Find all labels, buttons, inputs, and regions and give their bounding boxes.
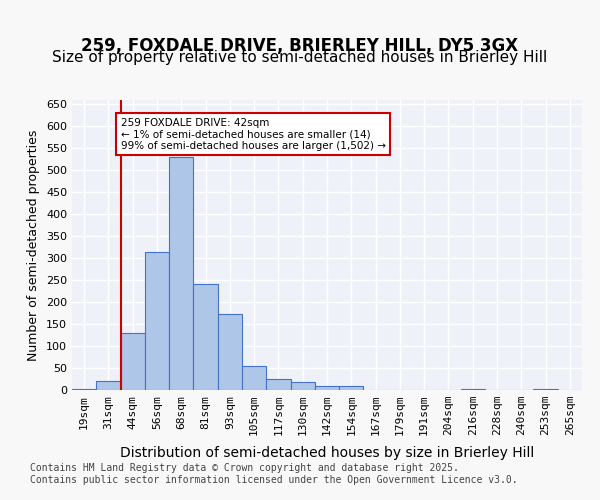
Text: Size of property relative to semi-detached houses in Brierley Hill: Size of property relative to semi-detach… — [52, 50, 548, 65]
Bar — [121, 333, 145, 390]
X-axis label: Distribution of semi-detached houses by size in Brierley Hill: Distribution of semi-detached houses by … — [120, 446, 534, 460]
Bar — [266, 378, 290, 390]
Bar — [169, 157, 193, 390]
Bar — [145, 252, 169, 390]
Y-axis label: Number of semi-detached properties: Number of semi-detached properties — [28, 130, 40, 360]
Bar — [242, 366, 266, 390]
Bar — [533, 389, 558, 390]
Bar — [96, 381, 121, 390]
Bar — [193, 284, 218, 390]
Bar — [72, 388, 96, 390]
Bar — [290, 382, 315, 390]
Bar — [339, 386, 364, 390]
Text: 259, FOXDALE DRIVE, BRIERLEY HILL, DY5 3GX: 259, FOXDALE DRIVE, BRIERLEY HILL, DY5 3… — [82, 38, 518, 56]
Bar — [315, 386, 339, 390]
Text: Contains HM Land Registry data © Crown copyright and database right 2025.
Contai: Contains HM Land Registry data © Crown c… — [30, 464, 518, 485]
Text: 259 FOXDALE DRIVE: 42sqm
← 1% of semi-detached houses are smaller (14)
99% of se: 259 FOXDALE DRIVE: 42sqm ← 1% of semi-de… — [121, 118, 386, 151]
Bar — [461, 389, 485, 390]
Bar — [218, 314, 242, 390]
